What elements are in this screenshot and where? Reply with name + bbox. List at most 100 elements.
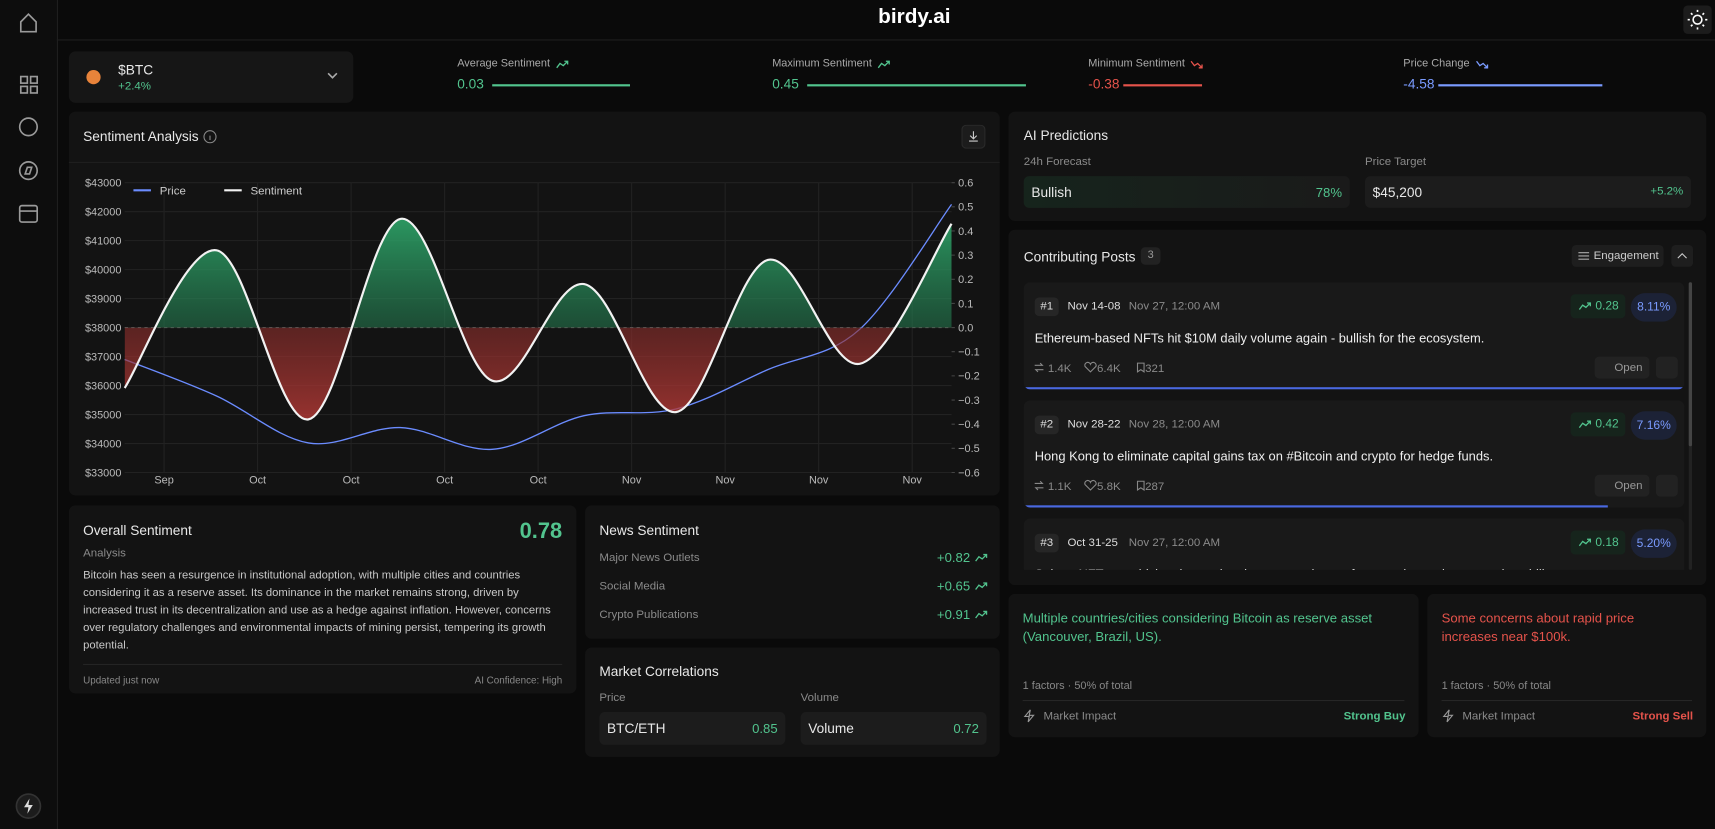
y2-tick-label: 0.4 <box>958 226 973 238</box>
post-rank: #3 <box>1034 533 1059 553</box>
series-line <box>124 204 953 450</box>
trend-icon <box>877 60 890 69</box>
post-score: 0.18 <box>1570 530 1626 555</box>
correlation-label: BTC/ETH <box>607 720 666 737</box>
sort-button[interactable]: Engagement <box>1571 245 1664 267</box>
divider <box>1441 700 1693 702</box>
post-percentage: 7.16% <box>1630 411 1677 440</box>
sidebar-icons <box>15 13 42 819</box>
posts-list: #1 Nov 14-08 Nov 27, 12:00 AM 0.28 8.11% Ethe… <box>1023 282 1687 570</box>
post-reposts: 1.4K <box>1047 362 1072 376</box>
y2-tick-label: 0.5 <box>958 202 973 214</box>
calendar-icon[interactable] <box>18 204 39 223</box>
factor-card: Some concerns about rapid price increase… <box>1427 593 1707 738</box>
overall-title: Overall Sentiment <box>83 522 192 539</box>
metric-value: -0.38 <box>1088 76 1120 92</box>
posts-count: 3 <box>1140 247 1161 265</box>
chevron <box>327 72 338 79</box>
y-tick-label: $37000 <box>85 351 121 363</box>
trend-icon <box>975 582 988 590</box>
x-tick-label: Sep <box>154 474 173 486</box>
post-text: Hong Kong to eliminate capital gains tax… <box>1034 448 1494 464</box>
x-tick-label: Oct <box>436 474 453 486</box>
open-button[interactable]: Open <box>1594 356 1650 379</box>
post-card[interactable]: #1 Nov 14-08 Nov 27, 12:00 AM 0.28 8.11% Ethe… <box>1023 282 1685 390</box>
y2-tick-label: 0.6 <box>958 177 973 189</box>
post-progress <box>1023 505 1608 508</box>
post-rank: #2 <box>1034 415 1059 435</box>
factor-card: Multiple countries/cities considering Bi… <box>1008 593 1419 738</box>
token-symbol: $BTC <box>118 62 154 78</box>
post-range: Nov 14-08 <box>1067 299 1121 313</box>
news-value: +0.91 <box>936 607 971 623</box>
y2-tick-label: −0.2 <box>958 371 980 383</box>
correlation-box: Volume 0.72 <box>800 712 987 745</box>
post-likes: 5.8K <box>1097 480 1121 494</box>
sentiment-area-positive <box>124 218 952 328</box>
y2-tick-label: −0.1 <box>958 347 980 359</box>
post-date: Nov 27, 12:00 AM <box>1128 299 1221 313</box>
y2-tick-label: −0.3 <box>958 395 980 407</box>
post-date: Nov 28, 12:00 AM <box>1128 417 1221 431</box>
prediction-label: Price Target <box>1365 155 1427 169</box>
y-tick-label: $33000 <box>85 467 121 479</box>
x-tick-label: Nov <box>622 474 642 486</box>
metric-bar <box>492 84 630 86</box>
post-comments: 321 <box>1145 362 1165 376</box>
share-button[interactable] <box>1655 474 1678 497</box>
metric-bar <box>1123 84 1203 86</box>
post-reposts: 1.1K <box>1047 480 1072 494</box>
metric-label: Average Sentiment <box>457 57 551 70</box>
post-range: Oct 31-25 <box>1067 535 1118 550</box>
panel-title: Sentiment Analysis <box>83 129 199 145</box>
sentiment-area-negative <box>124 327 952 420</box>
logo[interactable]: birdy.ai <box>878 5 951 29</box>
factor-meta: 1 factors · 50% of total <box>1022 680 1133 693</box>
predictions-title: AI Predictions <box>1023 127 1109 144</box>
y2-tick-label: 0.0 <box>958 322 973 334</box>
trend-icon <box>1578 302 1591 310</box>
info-icon[interactable] <box>202 129 217 144</box>
post-card[interactable]: #2 Nov 28-22 Nov 28, 12:00 AM 0.42 7.16% Hong… <box>1023 400 1685 508</box>
predictions-panel: AI Predictions 24h Forecast Bullish 78% Pri… <box>1008 111 1707 221</box>
share-button[interactable] <box>1655 356 1678 379</box>
factor-text: Some concerns about rapid price increase… <box>1441 610 1635 645</box>
token-change: +2.4% <box>118 79 152 93</box>
download-button[interactable] <box>961 124 986 149</box>
divider <box>83 663 563 665</box>
y-tick-label: $34000 <box>85 438 121 450</box>
overall-panel: Overall Sentiment 0.78 Analysis Bitcoin … <box>68 505 577 694</box>
y-tick-label: $35000 <box>85 409 121 421</box>
x-tick-label: Oct <box>343 474 360 486</box>
post-card[interactable]: #3 Oct 31-25 Nov 27, 12:00 AM 0.185.20% Sola… <box>1023 518 1685 570</box>
collapse-button[interactable] <box>1671 245 1694 267</box>
news-title: News Sentiment <box>599 522 699 539</box>
prediction-extra: +5.2% <box>1650 184 1684 198</box>
dashboard-icon[interactable] <box>19 75 39 94</box>
x-tick-label: Nov <box>902 474 922 486</box>
trend-icon <box>556 60 569 69</box>
metric-bar <box>1438 84 1603 86</box>
metric-bar <box>807 84 1026 86</box>
bolt-button[interactable] <box>15 793 42 819</box>
factor-text: Multiple countries/cities considering Bi… <box>1022 610 1373 645</box>
theme-toggle[interactable] <box>1682 4 1713 35</box>
sort-icon <box>1578 252 1590 260</box>
updated: Updated just now <box>83 674 160 686</box>
home-icon[interactable] <box>19 13 37 33</box>
prediction-box: Bullish 78% <box>1023 176 1350 208</box>
news-value: +0.82 <box>936 550 971 566</box>
y2-tick-label: −0.5 <box>958 443 980 455</box>
open-button[interactable]: Open <box>1594 474 1650 497</box>
compass-icon[interactable] <box>18 161 39 181</box>
brain-icon[interactable] <box>18 117 39 137</box>
token-selector[interactable]: $BTC +2.4% <box>68 51 354 103</box>
metric-label: Price Change <box>1403 57 1470 70</box>
metric-value: -4.58 <box>1403 76 1435 92</box>
divider <box>1022 700 1405 702</box>
impact-icon <box>1023 709 1035 723</box>
scrollbar <box>1688 282 1693 570</box>
post-text: Ethereum-based NFTs hit $10M daily volum… <box>1034 330 1485 346</box>
y2-tick-label: 0.2 <box>958 274 973 286</box>
